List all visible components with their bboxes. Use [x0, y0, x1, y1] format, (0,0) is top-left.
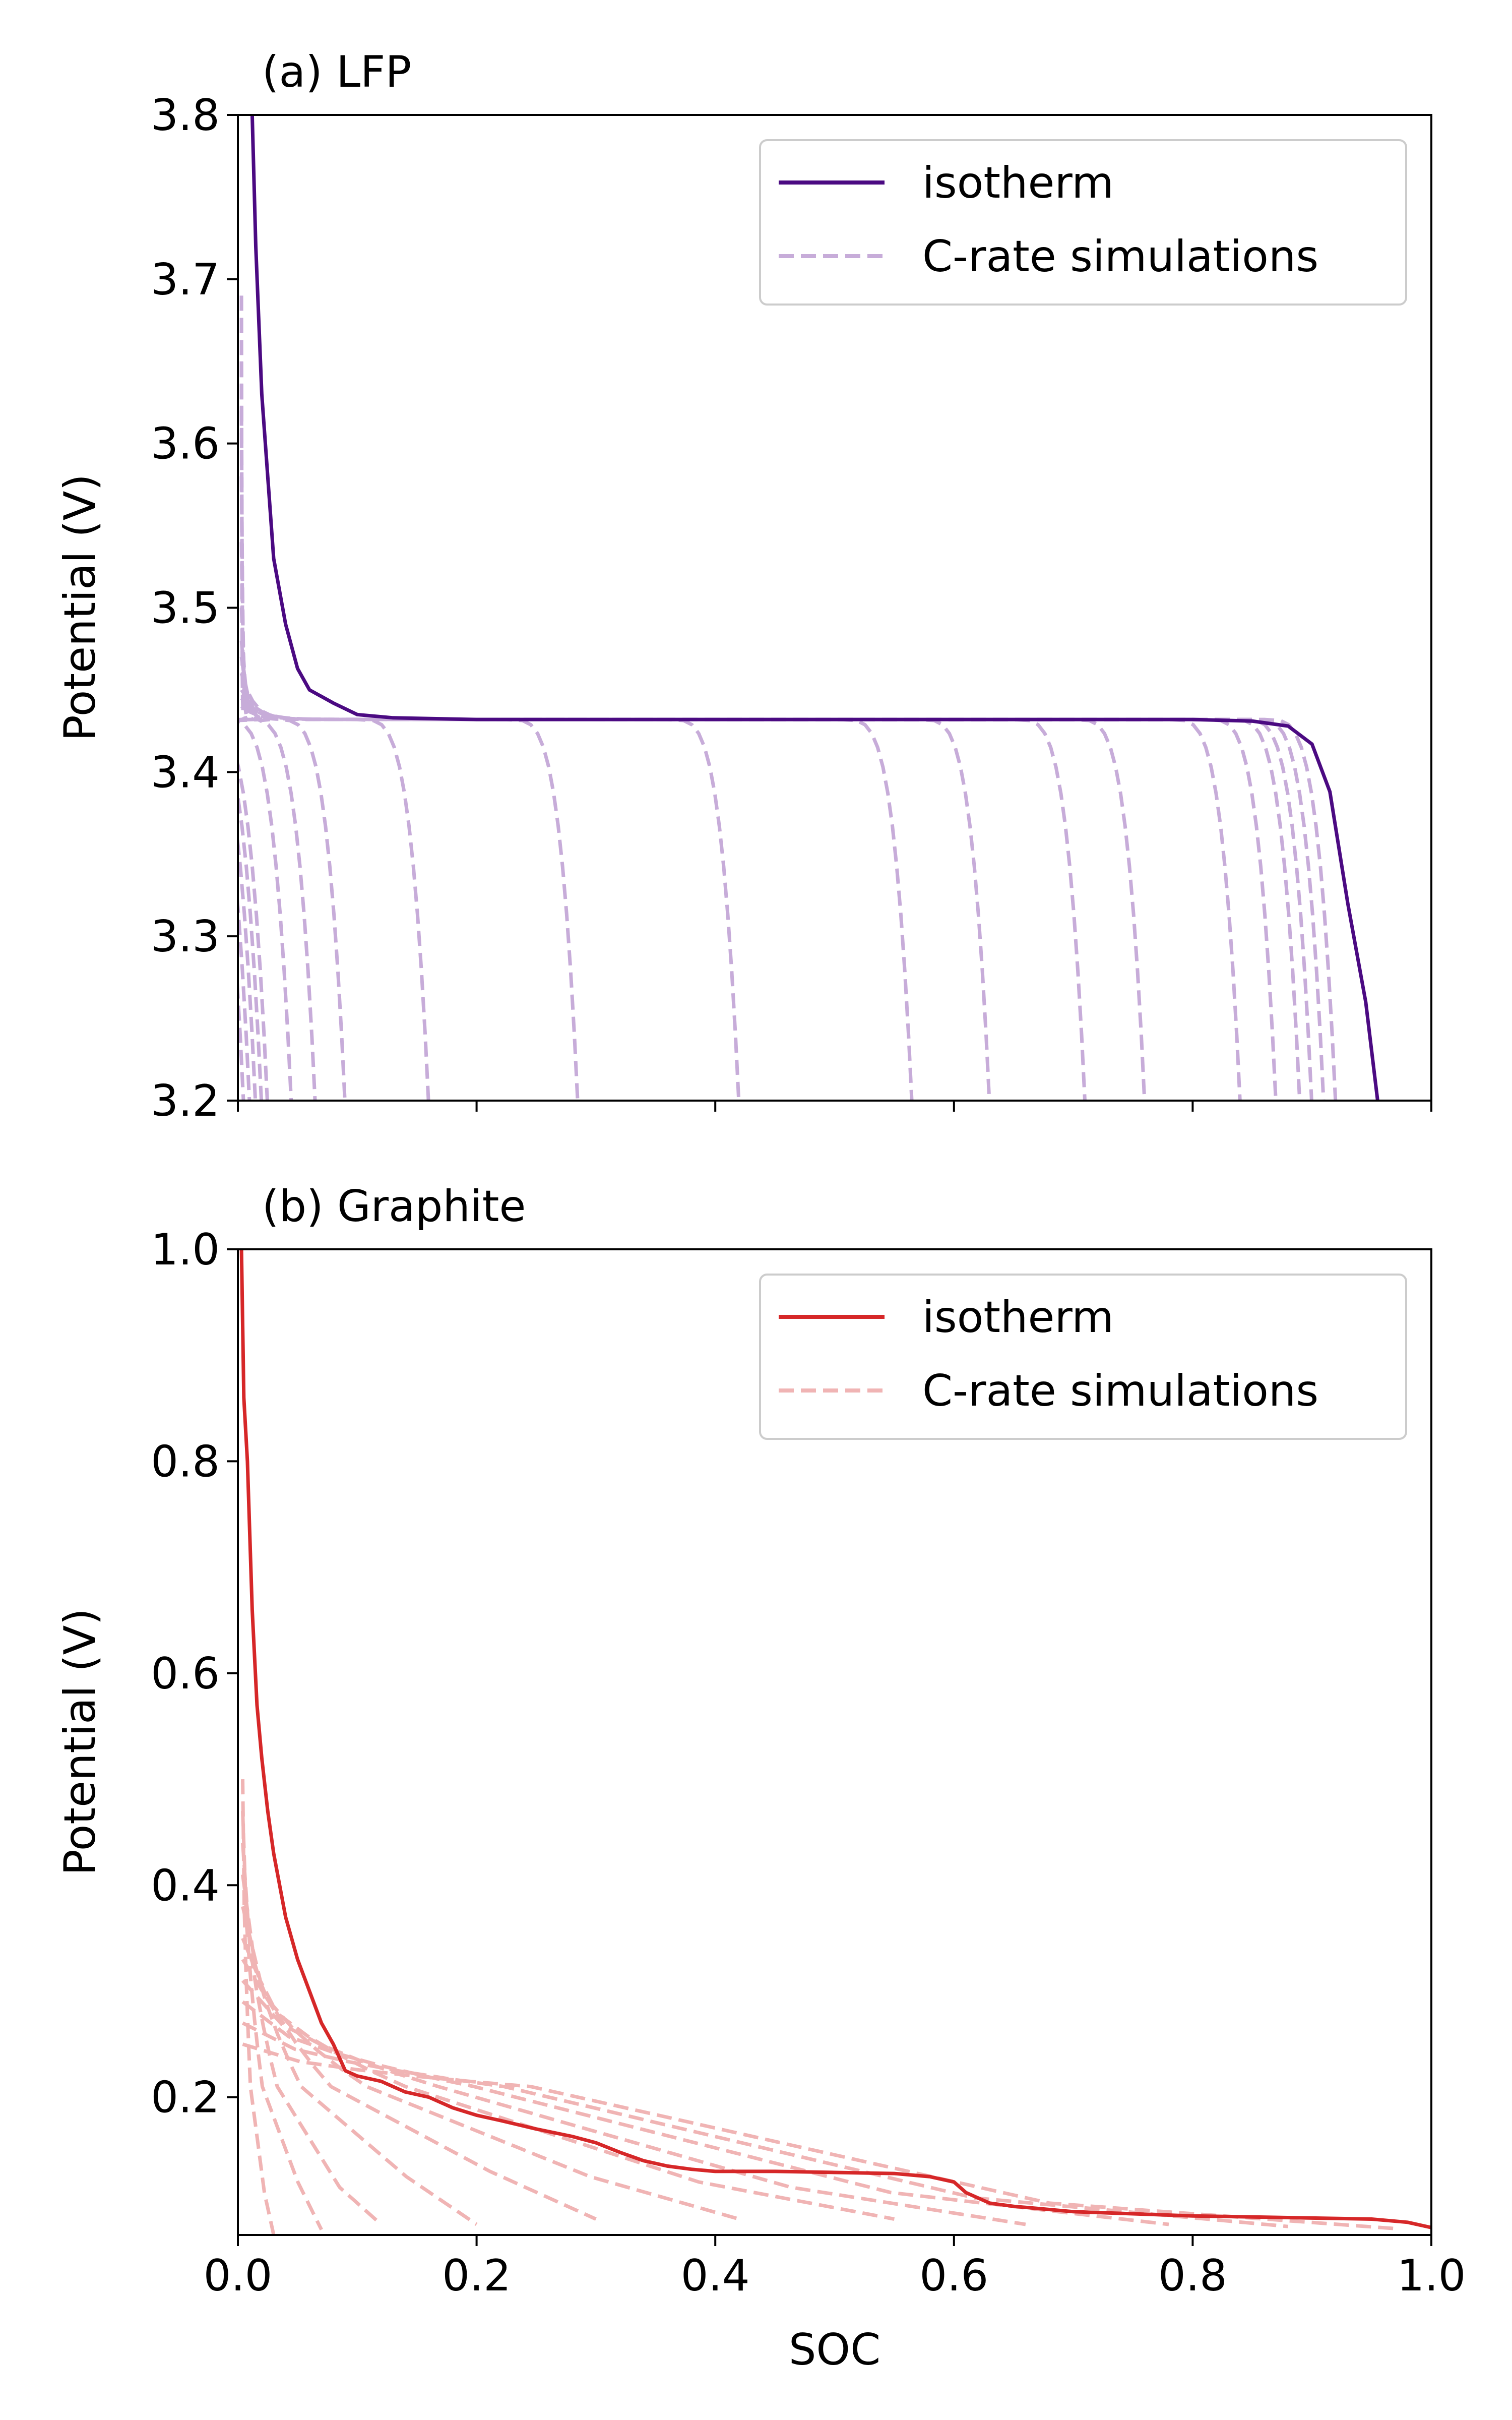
- y-tick-label: 3.7: [151, 255, 220, 305]
- graphite-sim-line-9: [241, 2021, 1289, 2228]
- panel-title-graphite: (b) Graphite: [262, 1181, 526, 1232]
- lfp-y-ticks: 3.2 3.3 3.4 3.5 3.6 3.7 3.8: [151, 90, 238, 1126]
- lfp-legend-sims-label: C-rate simulations: [922, 231, 1318, 282]
- x-tick-label: 0.6: [919, 2251, 988, 2301]
- graphite-y-ticks: 0.2 0.4 0.6 0.8 1.0: [151, 1225, 238, 2123]
- x-tick-label: 0.0: [204, 2251, 273, 2301]
- lfp-legend: isotherm C-rate simulations: [759, 139, 1407, 306]
- graphite-isotherm-group: [239, 1249, 1431, 2229]
- y-tick-label: 3.4: [151, 747, 220, 798]
- lfp-sim-line-4: [238, 542, 269, 1101]
- graphite-sim-line-1: [241, 1810, 323, 2231]
- panel-lfp: (a) LFP 3.2 3.3 3.4 3.5 3.6 3.7 3.8 Potential …: [55, 47, 1432, 1126]
- x-tick-label: 0.2: [442, 2251, 511, 2301]
- graphite-sim-line-6: [241, 1958, 895, 2221]
- y-tick-label: 0.8: [151, 1436, 220, 1487]
- y-tick-label: 3.5: [151, 583, 220, 634]
- graphite-y-axis-label: Potential (V): [55, 1608, 105, 1876]
- graphite-legend-box: [759, 1274, 1407, 1440]
- y-tick-label: 0.6: [151, 1649, 220, 1699]
- lfp-x-ticks: [237, 1101, 1432, 1112]
- graphite-legend-sims-label: C-rate simulations: [922, 1366, 1318, 1416]
- x-tick-label: 0.4: [681, 2251, 750, 2301]
- graphite-sim-line-3: [241, 1874, 478, 2226]
- graphite-sim-line-4: [241, 1906, 597, 2221]
- y-tick-label: 3.6: [151, 419, 220, 469]
- lfp-sim-line-7: [239, 656, 347, 1101]
- y-tick-label: 0.4: [151, 1860, 220, 1911]
- y-tick-label: 3.2: [151, 1076, 220, 1126]
- graphite-x-ticks: 0.0 0.2 0.4 0.6 0.8 1.0: [204, 2235, 1466, 2301]
- panel-title-lfp: (a) LFP: [262, 47, 411, 97]
- y-tick-label: 0.2: [151, 2073, 220, 2123]
- graphite-axes-frame: [237, 1248, 1432, 2236]
- graphite-legend: isotherm C-rate simulations: [759, 1274, 1407, 1440]
- x-tick-label: 0.8: [1158, 2251, 1227, 2301]
- lfp-legend-box: [759, 139, 1407, 306]
- lfp-y-axis-label: Potential (V): [55, 474, 105, 741]
- panel-graphite: (b) Graphite 0.20.40.60.81.0 0.0 0.2 0.4 0.…: [55, 1181, 1466, 2375]
- lfp-legend-isotherm-label: isotherm: [922, 158, 1114, 208]
- x-tick-label: 1.0: [1397, 2251, 1466, 2301]
- graphite-sim-line-2: [241, 1842, 383, 2226]
- lfp-isotherm-group: [250, 115, 1379, 1101]
- y-tick-label: 3.3: [151, 912, 220, 962]
- y-tick-label: 1.0: [151, 1225, 220, 1275]
- graphite-isotherm-line: [239, 1249, 1431, 2229]
- graphite-legend-isotherm-label: isotherm: [922, 1292, 1114, 1343]
- lfp-isotherm-line: [250, 115, 1379, 1101]
- graphite-x-axis-label: SOC: [789, 2325, 880, 2375]
- y-tick-label: 3.8: [151, 90, 220, 141]
